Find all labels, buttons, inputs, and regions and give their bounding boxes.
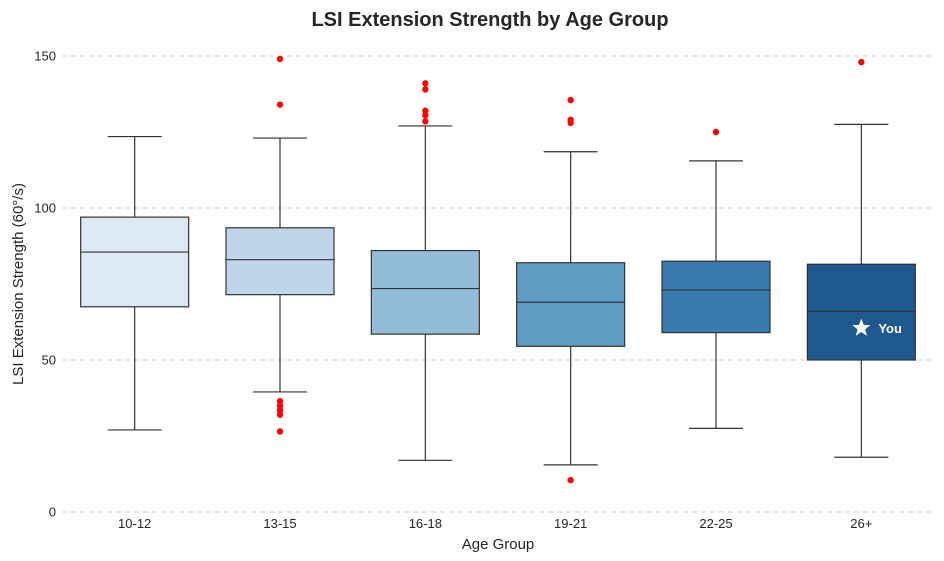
y-tick-label: 0: [49, 505, 56, 520]
box-iqr: [80, 216, 190, 308]
y-axis-ticks: 0 50 100 150: [34, 49, 56, 520]
box-iqr: [661, 260, 771, 334]
outlier-point: [276, 406, 284, 414]
outlier-point: [567, 476, 574, 484]
annotation-label: You: [878, 321, 902, 336]
x-tick-label: 16-18: [409, 516, 442, 531]
box-iqr: [225, 227, 335, 296]
x-tick-label: 19-21: [554, 516, 587, 531]
outlier-point: [276, 402, 284, 409]
outlier-point: [422, 107, 429, 114]
outlier-point: [567, 119, 574, 127]
annotation: You: [852, 318, 902, 336]
box-iqr: [806, 263, 916, 361]
box-iqr: [516, 262, 626, 347]
gridlines: [62, 55, 934, 513]
y-tick-label: 50: [42, 353, 56, 368]
outlier-point: [422, 86, 429, 93]
x-axis-ticks: 10-12 13-15 16-18 19-21 22-25 26+: [118, 516, 872, 531]
box-iqr: [370, 249, 480, 335]
y-axis-label: LSI Extension Strength (60°/s): [10, 183, 27, 385]
x-tick-label: 22-25: [699, 516, 732, 531]
outlier-point: [276, 428, 284, 435]
outlier-point: [567, 96, 574, 104]
outlier-point: [276, 55, 284, 63]
outlier-point: [422, 112, 429, 119]
x-tick-label: 26+: [850, 516, 872, 531]
y-tick-label: 100: [34, 201, 56, 216]
outlier-point: [276, 101, 284, 108]
outlier-point: [276, 397, 284, 405]
x-axis-label: Age Group: [462, 536, 535, 553]
outlier-point: [712, 128, 720, 136]
outlier-point: [858, 58, 865, 66]
outliers: [276, 55, 865, 484]
outlier-point: [422, 80, 429, 87]
y-tick-label: 150: [34, 49, 56, 64]
chart-title: LSI Extension Strength by Age Group: [311, 9, 668, 31]
outlier-point: [276, 411, 284, 418]
star-icon: [852, 318, 871, 336]
boxes: [80, 123, 916, 466]
x-tick-label: 13-15: [263, 516, 296, 531]
x-tick-label: 10-12: [118, 516, 151, 531]
outlier-point: [422, 118, 429, 125]
